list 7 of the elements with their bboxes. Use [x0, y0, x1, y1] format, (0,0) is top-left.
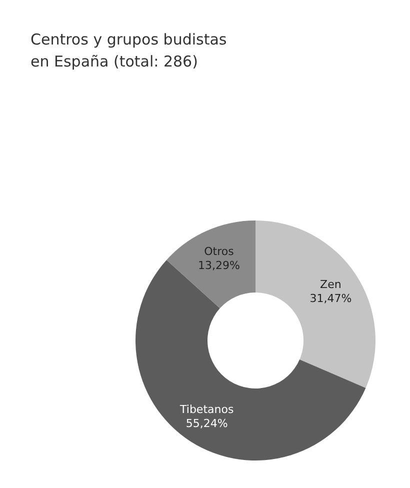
slice-label: Tibetanos [179, 403, 234, 416]
data-label: 31,47% [310, 292, 352, 306]
slice-label: Otros [204, 245, 234, 258]
slice-label: Zen [320, 278, 342, 292]
chart-title: Centros y grupos budistas en España (total: 286) [30, 30, 227, 70]
data-label: 13,29% [198, 259, 240, 272]
data-label: 55,24% [186, 417, 228, 430]
